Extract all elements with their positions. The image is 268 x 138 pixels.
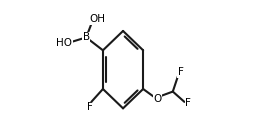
Text: O: O [153, 94, 161, 104]
Text: B: B [83, 32, 90, 42]
Text: F: F [87, 102, 93, 112]
Text: F: F [185, 98, 191, 108]
Text: OH: OH [90, 14, 106, 24]
Text: HO: HO [56, 38, 72, 48]
Text: F: F [178, 67, 184, 77]
